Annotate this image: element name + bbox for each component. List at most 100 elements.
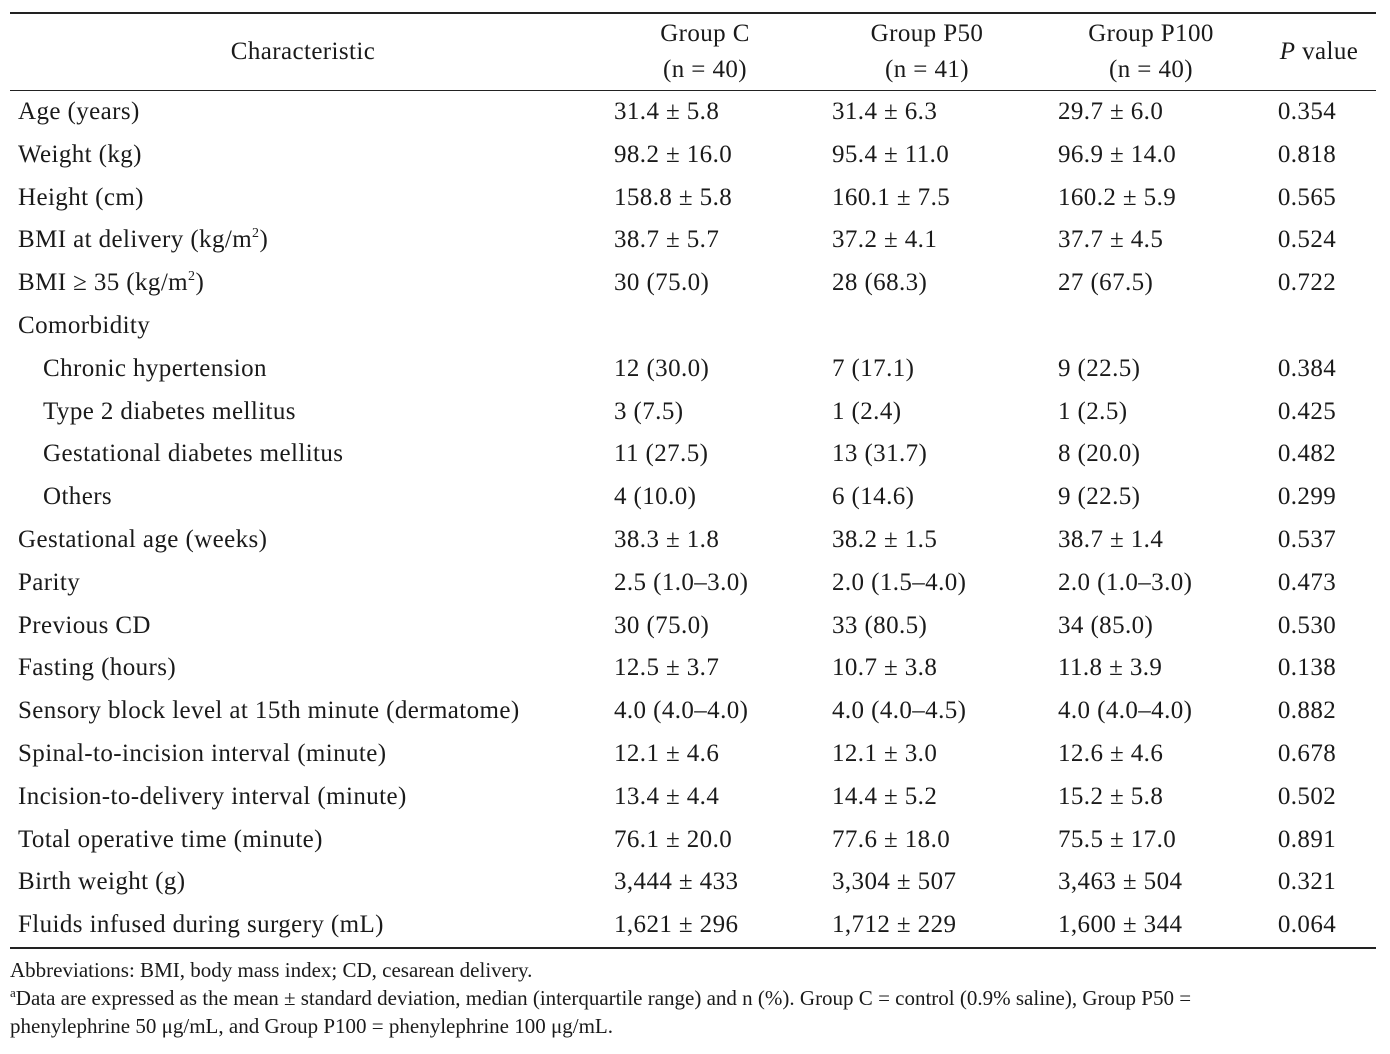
- p-value: 0.299: [1277, 483, 1337, 511]
- baseline-characteristics-table: Characteristic Group C (n = 40) Group P5…: [10, 12, 1376, 949]
- group-p50-value: 1,712 ± 229: [832, 911, 957, 939]
- p-value: 0.473: [1277, 568, 1337, 596]
- table-row: Parity 2.5 (1.0–3.0) 2.0 (1.5–4.0) 2.0 (1.0…: [10, 562, 1376, 605]
- footnote-note-line1: Data are expressed as the mean ± standar…: [15, 986, 1192, 1010]
- footnote-data-note-cont: phenylephrine 50 μg/mL, and Group P100 =…: [10, 1014, 614, 1038]
- table-row: Fluids infused during surgery (mL) 1,621 …: [10, 904, 1376, 948]
- table-row: Type 2 diabetes mellitus 3 (7.5) 1 (2.4) 1 …: [10, 391, 1376, 434]
- table-row: Weight (kg) 98.2 ± 16.0 95.4 ± 11.0 96.9 ± …: [10, 134, 1376, 177]
- group-p50-value: 160.1 ± 7.5: [832, 183, 951, 211]
- group-c-value: 12 (30.0): [614, 354, 710, 382]
- group-p100-value: 96.9 ± 14.0: [1058, 140, 1177, 168]
- row-label: Gestational diabetes mellitus: [43, 440, 344, 468]
- row-label-text: BMI ≥ 35 (kg/m: [18, 269, 189, 297]
- header-group-p50-n: (n = 41): [885, 56, 969, 83]
- group-c-value: 38.3 ± 1.8: [614, 525, 720, 553]
- row-label: Fasting (hours): [18, 654, 177, 682]
- group-p100-value: 1 (2.5): [1058, 397, 1128, 425]
- p-value: 0.891: [1277, 825, 1337, 853]
- row-label: Chronic hypertension: [43, 354, 267, 382]
- table-row: Previous CD 30 (75.0) 33 (80.5) 34 (85.0) 0.…: [10, 605, 1376, 648]
- table-row: Chronic hypertension 12 (30.0) 7 (17.1) 9 (…: [10, 348, 1376, 391]
- header-group-p50: Group P50 (n = 41): [814, 13, 1040, 91]
- group-p100-value: 75.5 ± 17.0: [1058, 825, 1177, 853]
- group-p50-value: 33 (80.5): [832, 611, 928, 639]
- p-value: 0.882: [1277, 697, 1337, 725]
- group-c-value: 31.4 ± 5.8: [614, 98, 720, 125]
- group-p100-value: 8 (20.0): [1058, 440, 1141, 468]
- row-label: Spinal-to-incision interval (minute): [18, 739, 387, 767]
- group-p50-value: 4.0 (4.0–4.5): [832, 697, 967, 725]
- table-row: Total operative time (minute) 76.1 ± 20.0…: [10, 819, 1376, 862]
- group-c-value: 4 (10.0): [614, 483, 697, 511]
- row-label: Previous CD: [18, 611, 151, 639]
- group-p50-value: 77.6 ± 18.0: [832, 825, 951, 853]
- table-row: Spinal-to-incision interval (minute) 12.1…: [10, 733, 1376, 776]
- header-group-p100-n: (n = 40): [1109, 56, 1193, 83]
- p-value: 0.565: [1277, 183, 1337, 211]
- group-c-value: 2.5 (1.0–3.0): [614, 568, 749, 596]
- table-row: Age (years) 31.4 ± 5.8 31.4 ± 6.3 29.7 ± 6.…: [10, 91, 1376, 134]
- group-p50-value: 38.2 ± 1.5: [832, 525, 938, 553]
- row-label: BMI at delivery (kg/m2): [10, 219, 596, 262]
- group-p100-value: 15.2 ± 5.8: [1058, 782, 1164, 810]
- header-characteristic: Characteristic: [230, 38, 376, 65]
- row-label: Parity: [18, 568, 81, 596]
- group-c-value: 38.7 ± 5.7: [614, 226, 720, 254]
- group-c-value: 3,444 ± 433: [614, 868, 739, 896]
- row-label-text: BMI at delivery (kg/m: [18, 226, 253, 254]
- group-p100-value: 160.2 ± 5.9: [1058, 183, 1177, 211]
- p-value: 0.502: [1277, 782, 1337, 810]
- group-p50-value: 28 (68.3): [832, 269, 928, 297]
- group-c-value: 3 (7.5): [614, 397, 684, 425]
- header-p-value: P value: [1262, 13, 1376, 91]
- p-value: 0.482: [1277, 440, 1337, 468]
- group-p50-value: 1 (2.4): [832, 397, 902, 425]
- group-c-value: 1,621 ± 296: [614, 911, 739, 939]
- group-c-value: 11 (27.5): [614, 440, 709, 468]
- header-row: Characteristic Group C (n = 40) Group P5…: [10, 13, 1376, 91]
- group-p50-value: 2.0 (1.5–4.0): [832, 568, 967, 596]
- row-label: Type 2 diabetes mellitus: [43, 397, 296, 425]
- p-value: 0.321: [1277, 868, 1337, 896]
- table-row: Sensory block level at 15th minute (derm…: [10, 690, 1376, 733]
- table-row: Gestational diabetes mellitus 11 (27.5) 13…: [10, 433, 1376, 476]
- group-p100-value: 9 (22.5): [1058, 483, 1141, 511]
- row-label: Comorbidity: [18, 311, 151, 339]
- group-c-value: 98.2 ± 16.0: [614, 140, 733, 168]
- footnote-abbreviations: Abbreviations: BMI, body mass index; CD,…: [10, 958, 533, 982]
- group-p100-value: 37.7 ± 4.5: [1058, 226, 1164, 254]
- table-row: Fasting (hours) 12.5 ± 3.7 10.7 ± 3.8 11.8 …: [10, 647, 1376, 690]
- group-p50-value: 3,304 ± 507: [832, 868, 957, 896]
- table-row: Gestational age (weeks) 38.3 ± 1.8 38.2 ± …: [10, 519, 1376, 562]
- p-value: 0.818: [1277, 140, 1337, 168]
- p-value: 0.537: [1277, 525, 1337, 553]
- header-group-c-name: Group C: [660, 20, 750, 47]
- group-c-value: 13.4 ± 4.4: [614, 782, 720, 810]
- row-label: Fluids infused during surgery (mL): [18, 911, 384, 939]
- header-p-italic: P: [1279, 38, 1296, 65]
- group-p50-value: 10.7 ± 3.8: [832, 654, 938, 682]
- row-label: Birth weight (g): [18, 868, 186, 896]
- footnote-data-note: aData are expressed as the mean ± standa…: [10, 984, 1376, 1012]
- table-row: Comorbidity: [10, 305, 1376, 348]
- group-p50-value: 7 (17.1): [832, 354, 915, 382]
- group-c-value: 30 (75.0): [614, 611, 710, 639]
- group-p100-value: 4.0 (4.0–4.0): [1058, 697, 1193, 725]
- table-row: BMI at delivery (kg/m2) 38.7 ± 5.7 37.2 ± …: [10, 219, 1376, 262]
- group-p100-value: 27 (67.5): [1058, 269, 1154, 297]
- p-value: 0.678: [1277, 739, 1337, 767]
- table-row: Height (cm) 158.8 ± 5.8 160.1 ± 7.5 160.2 ±…: [10, 177, 1376, 220]
- p-value: 0.530: [1277, 611, 1337, 639]
- group-p100-value: 1,600 ± 344: [1058, 911, 1183, 939]
- row-label-suffix: ): [259, 226, 269, 254]
- header-p-rest: value: [1295, 38, 1359, 65]
- group-c-value: 76.1 ± 20.0: [614, 825, 733, 853]
- group-p50-value: 14.4 ± 5.2: [832, 782, 938, 810]
- row-label: Sensory block level at 15th minute (derm…: [18, 697, 520, 725]
- header-group-p100-name: Group P100: [1088, 20, 1214, 47]
- group-p50-value: 6 (14.6): [832, 483, 915, 511]
- group-p50-value: 95.4 ± 11.0: [832, 140, 950, 168]
- p-value: 0.138: [1277, 654, 1337, 682]
- table-row: BMI ≥ 35 (kg/m2) 30 (75.0) 28 (68.3) 27 (67…: [10, 262, 1376, 305]
